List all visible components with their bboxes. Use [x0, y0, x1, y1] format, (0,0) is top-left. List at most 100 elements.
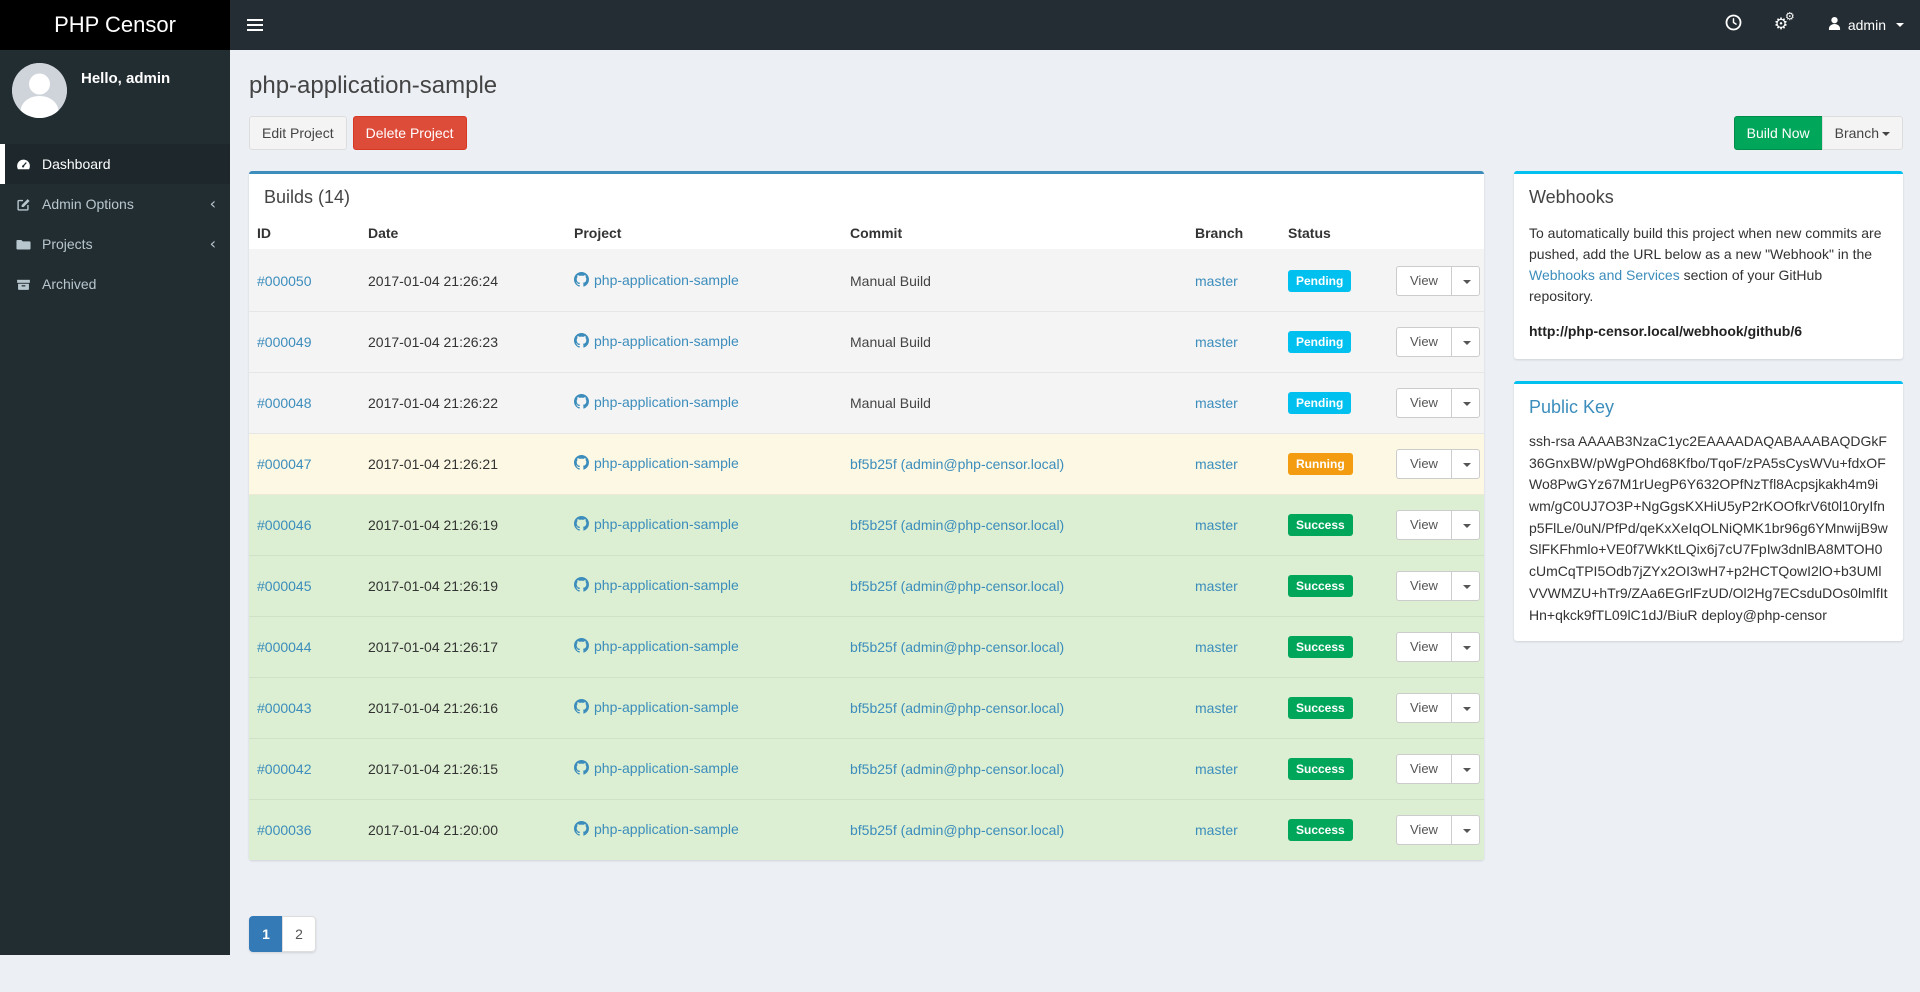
build-branch-link[interactable]: master	[1195, 517, 1238, 533]
build-project-link[interactable]: php-application-sample	[574, 760, 739, 776]
page-button-2[interactable]: 2	[282, 916, 316, 952]
status-badge: Success	[1288, 575, 1353, 597]
build-project-link[interactable]: php-application-sample	[574, 577, 739, 593]
public-key-text: ssh-rsa AAAAB3NzaC1yc2EAAAADAQABAAABAQDG…	[1529, 431, 1888, 626]
branch-dropdown-button[interactable]: Branch	[1822, 116, 1903, 150]
sidebar-menu: Dashboard Admin Options ‹ Projects ‹	[0, 144, 230, 304]
view-dropdown-toggle[interactable]	[1451, 266, 1480, 296]
build-branch-link[interactable]: master	[1195, 273, 1238, 289]
folder-icon	[15, 236, 32, 252]
build-commit: Manual Build	[850, 395, 931, 411]
build-row: #000050 2017-01-04 21:26:24 php-applicat…	[249, 250, 1484, 312]
build-id-link[interactable]: #000049	[257, 334, 312, 350]
view-build-button[interactable]: View	[1396, 632, 1452, 662]
github-icon	[574, 638, 589, 653]
build-project-link[interactable]: php-application-sample	[574, 394, 739, 410]
webhooks-description: To automatically build this project when…	[1529, 223, 1888, 307]
sidebar-item-label: Admin Options	[42, 196, 134, 212]
user-menu[interactable]: admin	[1812, 0, 1920, 50]
user-icon	[1828, 16, 1841, 34]
webhooks-services-link[interactable]: Webhooks and Services	[1529, 267, 1680, 283]
delete-project-button[interactable]: Delete Project	[353, 116, 467, 150]
builds-panel-title: Builds (14)	[249, 174, 1484, 217]
status-badge: Running	[1288, 453, 1353, 475]
build-id-link[interactable]: #000048	[257, 395, 312, 411]
sidebar-toggle-button[interactable]	[230, 0, 280, 50]
build-project-link[interactable]: php-application-sample	[574, 821, 739, 837]
view-build-button[interactable]: View	[1396, 449, 1452, 479]
view-build-button[interactable]: View	[1396, 327, 1452, 357]
build-branch-link[interactable]: master	[1195, 822, 1238, 838]
view-dropdown-toggle[interactable]	[1451, 632, 1480, 662]
brand-logo[interactable]: PHP Censor	[0, 0, 230, 50]
settings-button[interactable]: ⚙⚙	[1758, 0, 1812, 50]
page-button-1[interactable]: 1	[249, 916, 283, 952]
build-now-button[interactable]: Build Now	[1734, 116, 1823, 150]
build-date: 2017-01-04 21:26:19	[360, 556, 566, 617]
caret-down-icon	[1463, 646, 1471, 650]
build-branch-link[interactable]: master	[1195, 456, 1238, 472]
build-id-link[interactable]: #000043	[257, 700, 312, 716]
build-branch-link[interactable]: master	[1195, 578, 1238, 594]
edit-icon	[15, 196, 32, 212]
view-build-button[interactable]: View	[1396, 510, 1452, 540]
github-icon	[574, 333, 589, 348]
view-dropdown-toggle[interactable]	[1451, 449, 1480, 479]
build-id-link[interactable]: #000047	[257, 456, 312, 472]
username: admin	[1848, 17, 1886, 33]
build-date: 2017-01-04 21:26:21	[360, 434, 566, 495]
caret-down-icon	[1463, 463, 1471, 467]
caret-down-icon	[1463, 707, 1471, 711]
build-branch-link[interactable]: master	[1195, 334, 1238, 350]
github-icon	[574, 272, 589, 287]
view-build-button[interactable]: View	[1396, 571, 1452, 601]
build-id-link[interactable]: #000036	[257, 822, 312, 838]
view-build-button[interactable]: View	[1396, 815, 1452, 845]
status-badge: Success	[1288, 636, 1353, 658]
archive-icon	[15, 276, 32, 292]
build-project-link[interactable]: php-application-sample	[574, 333, 739, 349]
build-project-label: php-application-sample	[594, 638, 739, 654]
view-dropdown-toggle[interactable]	[1451, 388, 1480, 418]
view-build-button[interactable]: View	[1396, 754, 1452, 784]
view-build-button[interactable]: View	[1396, 388, 1452, 418]
avatar	[12, 63, 67, 118]
build-project-link[interactable]: php-application-sample	[574, 699, 739, 715]
clock-icon	[1725, 14, 1742, 36]
build-project-label: php-application-sample	[594, 272, 739, 288]
github-icon	[574, 455, 589, 470]
edit-project-button[interactable]: Edit Project	[249, 116, 347, 150]
view-build-button[interactable]: View	[1396, 693, 1452, 723]
status-badge: Success	[1288, 819, 1353, 841]
build-id-link[interactable]: #000042	[257, 761, 312, 777]
build-timeline-button[interactable]	[1709, 0, 1758, 50]
build-branch-link[interactable]: master	[1195, 395, 1238, 411]
status-badge: Pending	[1288, 270, 1351, 292]
column-header: Status	[1280, 217, 1388, 250]
status-badge: Success	[1288, 514, 1353, 536]
build-project-link[interactable]: php-application-sample	[574, 272, 739, 288]
view-dropdown-toggle[interactable]	[1451, 510, 1480, 540]
build-project-link[interactable]: php-application-sample	[574, 455, 739, 471]
build-id-link[interactable]: #000050	[257, 273, 312, 289]
build-branch-link[interactable]: master	[1195, 761, 1238, 777]
build-project-link[interactable]: php-application-sample	[574, 638, 739, 654]
build-branch-link[interactable]: master	[1195, 639, 1238, 655]
user-panel: Hello, admin	[0, 50, 230, 130]
view-dropdown-toggle[interactable]	[1451, 754, 1480, 784]
view-build-button[interactable]: View	[1396, 266, 1452, 296]
caret-down-icon	[1463, 341, 1471, 345]
build-id-link[interactable]: #000045	[257, 578, 312, 594]
view-dropdown-toggle[interactable]	[1451, 815, 1480, 845]
view-dropdown-toggle[interactable]	[1451, 693, 1480, 723]
view-dropdown-toggle[interactable]	[1451, 327, 1480, 357]
page-title: php-application-sample	[249, 72, 1903, 100]
view-dropdown-toggle[interactable]	[1451, 571, 1480, 601]
build-id-link[interactable]: #000044	[257, 639, 312, 655]
cogs-icon: ⚙⚙	[1774, 16, 1796, 34]
build-branch-link[interactable]: master	[1195, 700, 1238, 716]
build-commit: bf5b25f (admin@php-censor.local)	[850, 822, 1064, 838]
build-id-link[interactable]: #000046	[257, 517, 312, 533]
build-project-link[interactable]: php-application-sample	[574, 516, 739, 532]
